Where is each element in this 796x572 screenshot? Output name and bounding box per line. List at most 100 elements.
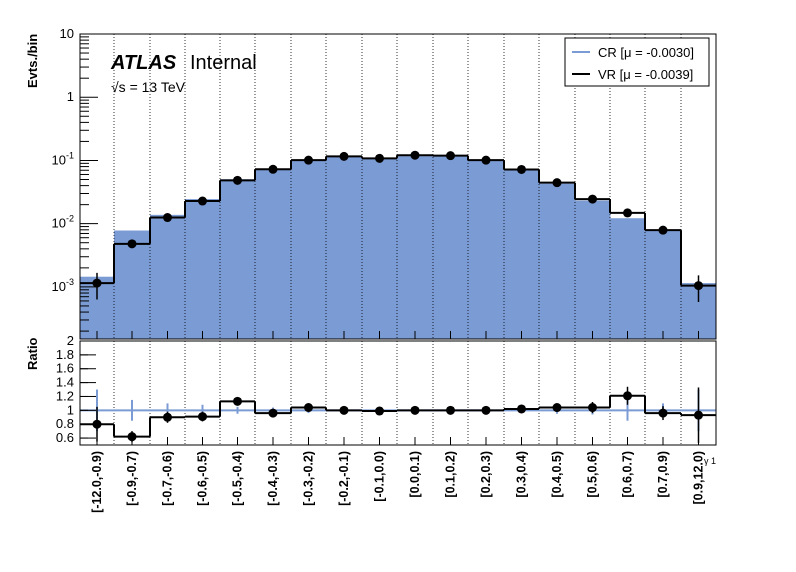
x-tick-label: [0.0,0.1) (408, 451, 422, 498)
internal-label: Internal (190, 52, 257, 74)
cr-bar (504, 170, 540, 339)
ratio-point (233, 396, 242, 406)
main-frame (79, 33, 717, 340)
cr-bar (397, 156, 434, 339)
main-axes: 10-3 10-2 10-1 1 10 (52, 26, 717, 340)
ratio-y-tick-label: 1.6 (56, 361, 74, 376)
cr-bar (255, 168, 292, 339)
vr-point (552, 178, 562, 188)
x-tick-labels: [-12.0,-0.9) [-0.9,-0.7) [-0.7,-0.6) [-0.6,… (90, 451, 706, 513)
cr-bar (575, 200, 611, 339)
x-axis-title: γ 1 (704, 456, 716, 466)
ratio-y-axis-title: Ratio (25, 337, 40, 370)
vr-point (268, 164, 278, 174)
cr-bar (291, 160, 327, 339)
vr-histogram-steps (80, 150, 716, 302)
vr-point (517, 164, 526, 174)
ratio-y-tick-label: 1.8 (56, 347, 74, 362)
main-y-tick-label: 10-3 (52, 277, 74, 294)
ratio-y-tick-label: 0.6 (56, 430, 74, 445)
ratio-point (127, 432, 137, 442)
ratio-point (623, 391, 632, 401)
ratio-vertical-gridlines (113, 341, 682, 445)
ratio-point (375, 406, 384, 416)
ratio-point (268, 408, 278, 418)
x-tick-label: [-0.4,-0.3) (266, 451, 280, 506)
x-tick-label: [-0.1,0.0) (373, 451, 387, 502)
ratio-point (658, 408, 668, 418)
vr-point (304, 155, 313, 165)
legend: CR [μ = -0.0030] VR [μ = -0.0039] (564, 37, 710, 87)
x-tick-label: [0.4,0.5) (550, 451, 564, 498)
ratio-marks (80, 386, 716, 443)
x-tick-label: [0.2,0.3) (479, 451, 493, 498)
cr-bar (150, 214, 186, 339)
main-y-tick-label: 1 (67, 89, 74, 104)
vr-point (375, 153, 384, 163)
vr-point (92, 278, 102, 288)
ratio-frame (79, 340, 717, 446)
x-tick-label: [-0.6,-0.5) (196, 451, 210, 506)
cr-bar (362, 158, 398, 339)
ratio-point (694, 410, 703, 420)
x-tick-label: [0.3,0.4) (515, 451, 529, 498)
cr-bar (114, 230, 151, 339)
ratio-point (304, 403, 313, 413)
vr-point (410, 150, 420, 160)
x-tick-label: [-0.5,-0.4) (231, 451, 245, 506)
cr-bar (610, 218, 646, 339)
vr-point (623, 208, 632, 218)
ratio-point (446, 405, 455, 415)
ratio-point (552, 403, 562, 413)
main-y-tick-label: 10 (60, 26, 74, 41)
cr-bar (326, 156, 363, 339)
cr-bar (185, 199, 221, 339)
cr-bar (220, 179, 256, 339)
x-tick-label: [-0.7,-0.6) (161, 451, 175, 506)
legend-cr-label: CR [μ = -0.0030] (598, 45, 694, 60)
x-tick-label: [-0.3,-0.2) (302, 451, 316, 506)
vr-point (127, 239, 137, 249)
cr-histogram-fill (80, 156, 717, 339)
ratio-y-tick-label: 1.2 (56, 388, 74, 403)
x-tick-label: [-12.0,-0.9) (90, 451, 104, 513)
legend-box (564, 37, 710, 87)
ratio-point (588, 403, 597, 413)
x-tick-label: [0.6,0.7) (621, 451, 635, 498)
vr-point (339, 151, 349, 161)
ratio-y-tick-label: 2 (67, 333, 74, 348)
main-y-tick-label: 10-2 (52, 214, 74, 231)
x-tick-label: [-0.9,-0.7) (125, 451, 139, 506)
ratio-point (163, 412, 172, 422)
atlas-label: ATLAS (110, 52, 177, 74)
vr-point (446, 151, 455, 161)
main-y-tick-label: 10-1 (52, 150, 74, 167)
x-tick-label: [0.7,0.9) (656, 451, 670, 498)
vr-point (694, 281, 703, 291)
x-tick-label: [0.1,0.2) (444, 451, 458, 498)
ratio-y-tick-label: 1 (67, 402, 74, 417)
legend-vr-label: VR [μ = -0.0039] (598, 67, 693, 82)
x-tick-label: [0.9,12.0) (692, 451, 706, 505)
ratio-point (481, 405, 491, 415)
x-tick-label: [0.5,0.6) (586, 451, 600, 498)
ratio-point (410, 405, 420, 415)
vr-point (198, 196, 207, 206)
main-y-axis-title: Evts./bin (25, 34, 40, 88)
ratio-point (517, 404, 526, 414)
cr-bar (539, 183, 576, 339)
energy-label: √s = 13 TeV (111, 79, 186, 95)
vr-point (481, 155, 491, 165)
ratio-point (339, 405, 349, 415)
cr-bar (433, 156, 469, 339)
vr-point (658, 225, 668, 235)
cr-bar (468, 160, 505, 339)
vr-point (233, 175, 242, 185)
ratio-point (198, 412, 207, 422)
ratio-point (92, 419, 102, 429)
ratio-axes: 0.60.811.21.41.61.82 (56, 333, 717, 446)
cr-bar (645, 229, 682, 339)
ratio-y-tick-label: 1.4 (56, 375, 74, 390)
ratio-y-tick-label: 0.8 (56, 416, 74, 431)
